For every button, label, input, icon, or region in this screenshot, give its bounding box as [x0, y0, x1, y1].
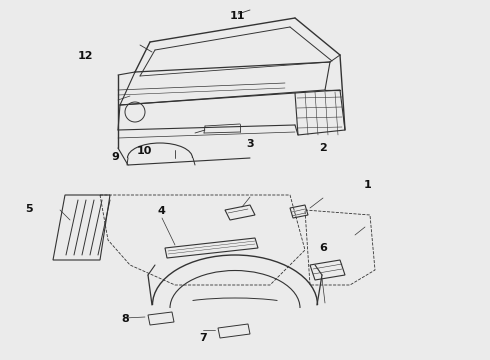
Text: 6: 6	[319, 243, 327, 253]
Text: 10: 10	[137, 146, 152, 156]
Text: 9: 9	[111, 152, 119, 162]
Text: 7: 7	[199, 333, 207, 343]
Text: 5: 5	[25, 204, 33, 214]
Text: 3: 3	[246, 139, 254, 149]
Text: 11: 11	[230, 11, 245, 21]
Text: 2: 2	[319, 143, 327, 153]
Text: 4: 4	[158, 206, 166, 216]
Text: 12: 12	[78, 51, 94, 61]
Text: 8: 8	[121, 314, 129, 324]
Text: 1: 1	[364, 180, 371, 190]
